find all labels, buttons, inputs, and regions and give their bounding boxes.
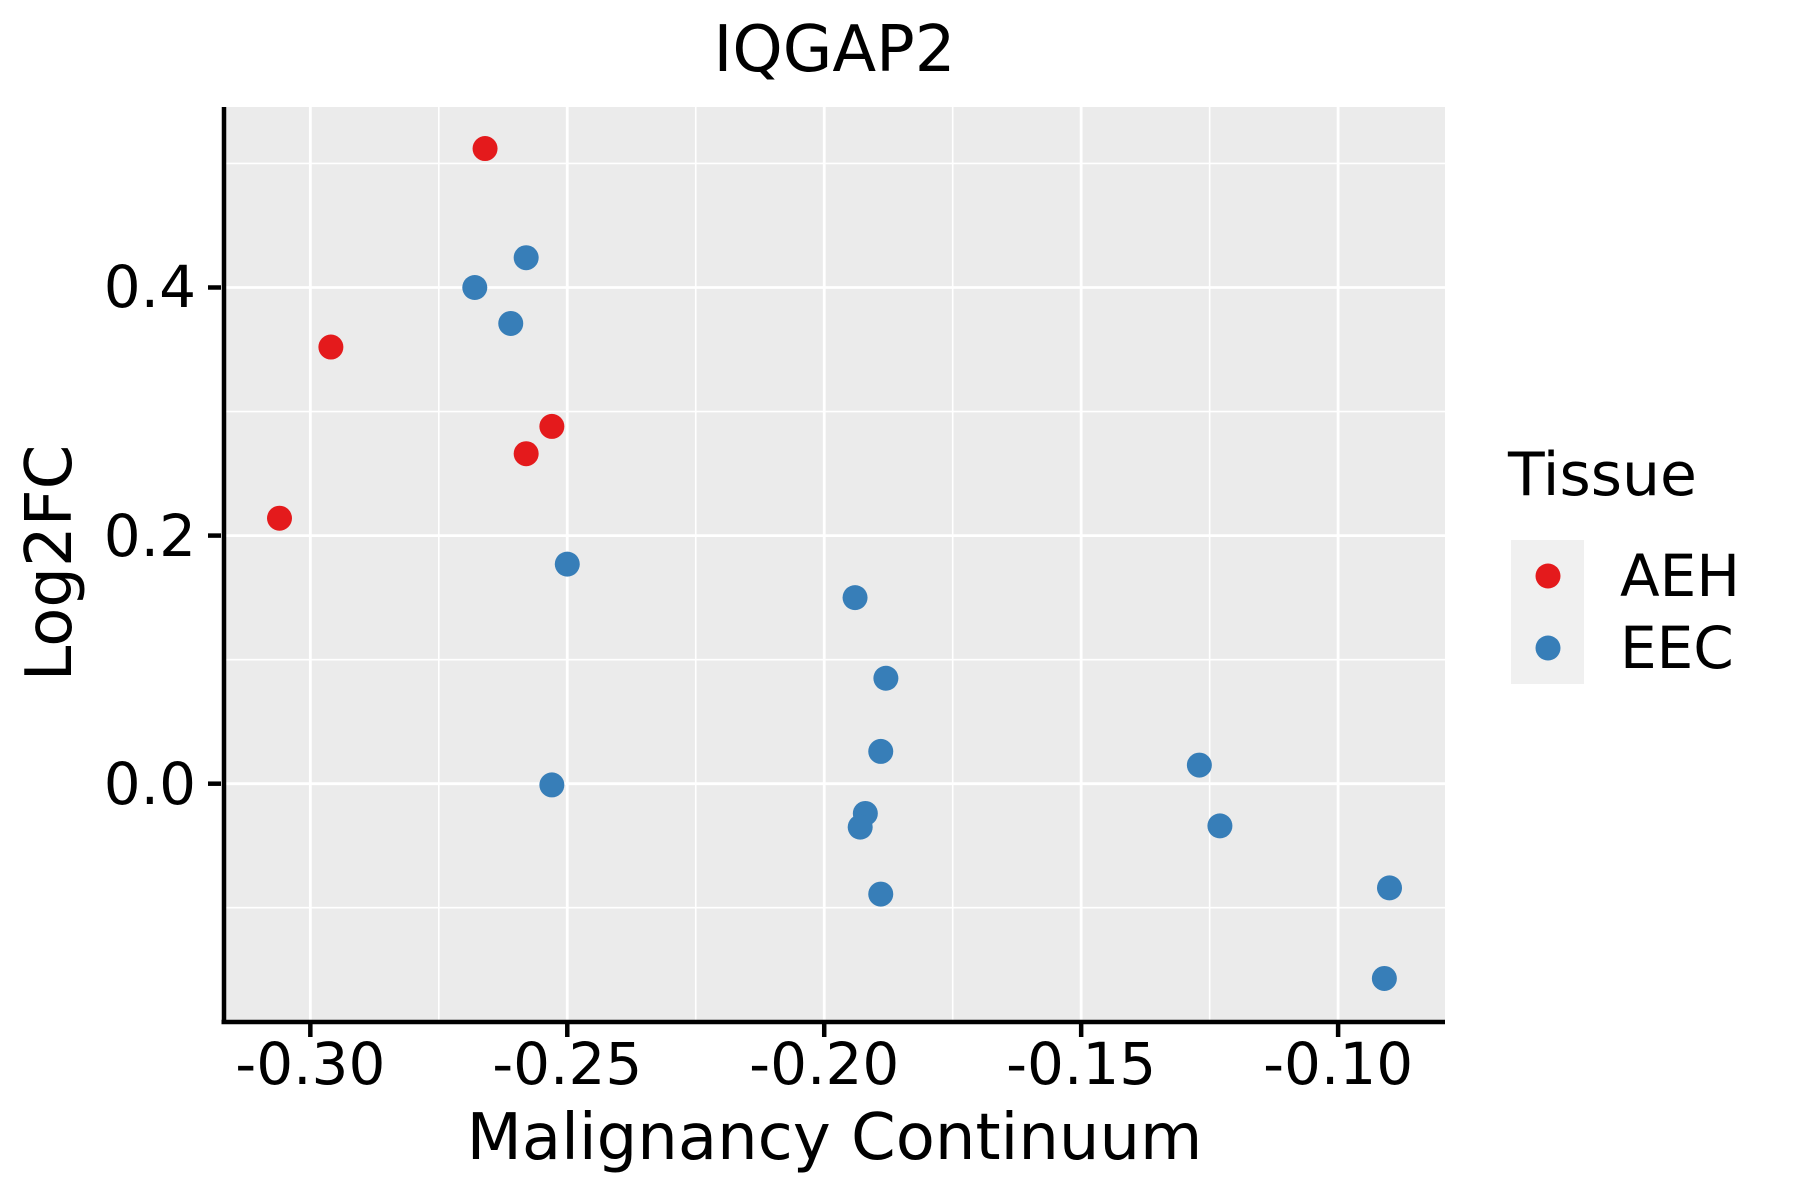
data-point-eec <box>1371 965 1397 991</box>
data-point-eec <box>554 551 580 577</box>
data-point-aeh <box>539 413 565 439</box>
data-point-eec <box>462 274 488 300</box>
x-tick-label: -0.25 <box>492 1030 643 1098</box>
data-point-eec <box>873 665 899 691</box>
data-point-aeh <box>267 505 292 531</box>
y-tick-label: 0.2 <box>103 501 196 570</box>
aeh-point-swatch-icon <box>1535 563 1560 589</box>
legend-label-aeh: AEH <box>1620 542 1740 610</box>
x-tick-label: -0.20 <box>749 1030 900 1098</box>
data-point-eec <box>539 772 565 798</box>
x-tick-label: -0.30 <box>235 1030 386 1098</box>
legend-label-eec: EEC <box>1620 614 1734 682</box>
x-tick-label: -0.10 <box>1263 1030 1414 1098</box>
data-point-eec <box>498 310 524 336</box>
plot-title: IQGAP2 <box>713 13 956 87</box>
legend-title: Tissue <box>1508 440 1697 510</box>
data-point-eec <box>842 585 868 611</box>
data-point-eec <box>868 881 894 907</box>
data-point-aeh <box>513 441 539 467</box>
x-axis-title: Malignancy Continuum <box>466 1101 1203 1175</box>
x-tick-label: -0.15 <box>1006 1030 1157 1098</box>
y-tick-label: 0.0 <box>103 749 196 818</box>
panel-background <box>224 107 1445 1020</box>
data-point-aeh <box>472 136 498 162</box>
eec-point-swatch-icon <box>1535 635 1560 661</box>
data-point-eec <box>1377 875 1402 901</box>
data-point-eec <box>1186 752 1212 778</box>
y-tick-label: 0.4 <box>103 253 196 322</box>
data-point-aeh <box>318 334 344 360</box>
data-point-eec <box>1207 813 1233 839</box>
data-point-eec <box>513 245 539 271</box>
legend-key-aeh <box>1511 540 1584 612</box>
data-point-eec <box>868 738 894 764</box>
legend-key-eec <box>1511 612 1584 684</box>
data-point-eec <box>847 814 873 840</box>
